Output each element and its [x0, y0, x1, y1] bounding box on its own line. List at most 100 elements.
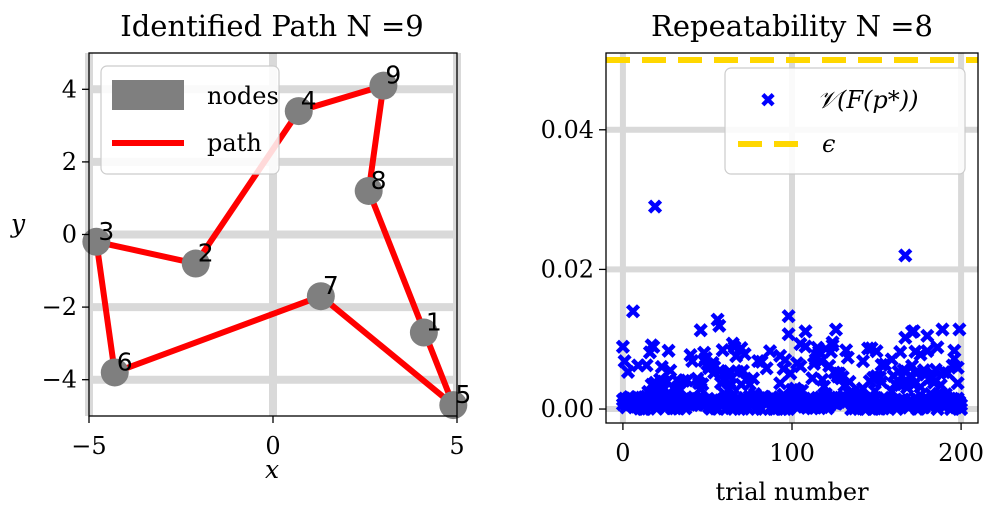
right-ytick-label: 0.02	[541, 255, 594, 283]
trial-point	[874, 374, 889, 390]
trial-point	[933, 377, 948, 393]
left-node-labels: 1 2 3 4 5 6 7 8 9	[98, 61, 471, 409]
node-label-2: 2	[198, 239, 214, 268]
trial-point	[661, 343, 676, 358]
legend-metric-label: 𝒱(F(p*))	[817, 86, 918, 114]
trial-point	[617, 354, 632, 369]
node-label-1: 1	[426, 308, 442, 337]
trial-point	[778, 352, 793, 368]
legend-nodes-label: nodes	[207, 82, 279, 110]
right-legend-box	[724, 67, 966, 175]
left-ytick-label: 2	[62, 148, 77, 176]
trial-point	[920, 328, 935, 343]
node-8	[354, 176, 383, 205]
trial-point	[950, 360, 965, 375]
left-ytick-label: −4	[42, 366, 77, 394]
trial-point	[828, 322, 844, 337]
node-6	[100, 358, 129, 387]
trial-point	[825, 338, 840, 353]
right-ytick-label: 0.00	[541, 395, 594, 423]
trial-point	[654, 359, 669, 375]
trial-point	[715, 343, 730, 358]
node-label-6: 6	[117, 347, 133, 376]
trial-point	[647, 199, 663, 214]
trial-point	[813, 354, 828, 369]
right-xtick-label: 100	[769, 439, 815, 467]
left-xlabel: x	[265, 455, 279, 484]
left-ytick-label: 4	[62, 75, 77, 103]
right-ytick-label: 0.04	[541, 116, 594, 144]
trial-point	[798, 339, 813, 354]
left-legend: nodes path	[100, 65, 280, 175]
trial-point	[625, 304, 641, 319]
trial-point	[898, 248, 913, 263]
trial-point	[906, 324, 921, 339]
left-ytick-label: −2	[42, 293, 77, 321]
trial-point	[947, 351, 962, 366]
node-1	[409, 318, 438, 347]
legend-epsilon-label: ϵ	[822, 130, 835, 158]
right-title: Repeatability N =8	[651, 9, 933, 43]
trial-point	[950, 376, 965, 391]
trial-point	[793, 359, 808, 374]
trial-point	[840, 350, 855, 365]
trial-point	[695, 377, 710, 392]
trial-point	[639, 358, 654, 373]
left-title: Identified Path N =9	[120, 9, 423, 43]
legend-metric-marker: ✖	[760, 88, 777, 112]
left-xtick-label: 5	[449, 432, 464, 460]
legend-nodes-swatch	[112, 80, 184, 110]
node-5	[439, 391, 468, 420]
trial-point	[781, 327, 796, 342]
legend-path-label: path	[207, 129, 262, 157]
right-xtick-label: 200	[938, 439, 984, 467]
trial-point	[759, 361, 774, 376]
trial-point	[842, 374, 857, 389]
trial-point	[620, 364, 636, 379]
trial-point	[869, 344, 884, 359]
trial-point	[893, 344, 908, 360]
node-label-7: 7	[323, 271, 339, 300]
trial-point	[680, 373, 695, 388]
node-label-4: 4	[301, 86, 317, 115]
right-legend: ✖ 𝒱(F(p*)) ϵ	[724, 67, 966, 175]
left-ylabel: y	[10, 209, 26, 238]
trial-point	[646, 339, 661, 354]
node-2	[181, 249, 210, 278]
trial-point	[952, 322, 967, 337]
trial-point	[710, 312, 725, 327]
node-label-5: 5	[455, 380, 471, 409]
trial-point	[798, 324, 813, 339]
node-7	[306, 282, 335, 311]
left-xtick-label: −5	[71, 432, 106, 460]
node-label-9: 9	[385, 61, 401, 90]
left-ytick-label: 0	[62, 221, 77, 249]
trial-point	[693, 323, 708, 338]
right-xtick-label: 0	[615, 439, 630, 467]
trial-point	[954, 397, 969, 412]
node-4	[284, 97, 313, 126]
trial-point	[656, 374, 671, 389]
trial-point	[685, 353, 700, 369]
trial-point	[746, 371, 761, 386]
trial-point	[773, 376, 788, 391]
trial-point	[920, 343, 935, 359]
node-label-8: 8	[371, 166, 387, 195]
trial-point	[615, 339, 630, 354]
node-9	[369, 71, 398, 100]
trial-point	[762, 344, 778, 359]
trial-point	[737, 346, 752, 362]
trial-point	[805, 371, 820, 386]
trial-point	[935, 322, 950, 337]
left-ticks: −5 0 5 −4 −2 0 2 4	[42, 75, 465, 460]
trial-point	[781, 309, 796, 324]
right-points	[615, 199, 969, 417]
right-ticks: 0 100 200 0.00 0.02 0.04	[541, 116, 984, 467]
trial-point	[855, 354, 871, 369]
left-xtick-label: 0	[265, 432, 280, 460]
right-xlabel: trial number	[715, 478, 869, 506]
trial-point	[930, 340, 945, 355]
node-label-3: 3	[98, 217, 114, 246]
right-panel: Repeatability N =8 0 100 200 0.00 0.02 0.04 t…	[541, 9, 984, 506]
